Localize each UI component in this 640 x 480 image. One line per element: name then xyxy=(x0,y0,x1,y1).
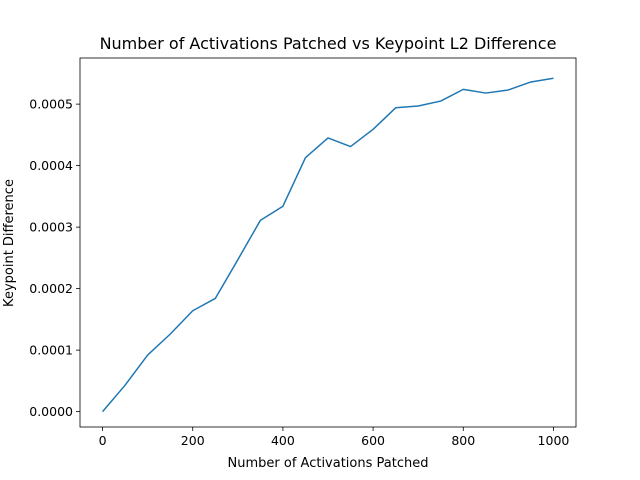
y-tick-label: 0.0001 xyxy=(29,343,73,358)
series-line xyxy=(101,77,554,413)
x-tick-label: 600 xyxy=(361,433,385,448)
chart-title: Number of Activations Patched vs Keypoin… xyxy=(100,34,557,53)
y-tick-label: 0.0002 xyxy=(29,281,73,296)
x-tick-label: 1000 xyxy=(538,433,570,448)
x-axis-label: Number of Activations Patched xyxy=(228,456,429,471)
x-tick-label: 800 xyxy=(451,433,475,448)
x-tick-label: 0 xyxy=(99,433,107,448)
y-tick-label: 0.0000 xyxy=(29,404,73,419)
y-tick-label: 0.0005 xyxy=(29,97,73,112)
x-tick-label: 400 xyxy=(271,433,295,448)
plot-area: 0 200 400 600 800 1000 0.0000 0.0001 0.0002 0.000… xyxy=(29,57,577,448)
axes-frame xyxy=(79,57,577,428)
y-tick-label: 0.0004 xyxy=(29,158,73,173)
y-axis-label: Keypoint Difference xyxy=(2,179,17,307)
y-tick-label: 0.0003 xyxy=(29,220,73,235)
x-tick-label: 200 xyxy=(181,433,205,448)
